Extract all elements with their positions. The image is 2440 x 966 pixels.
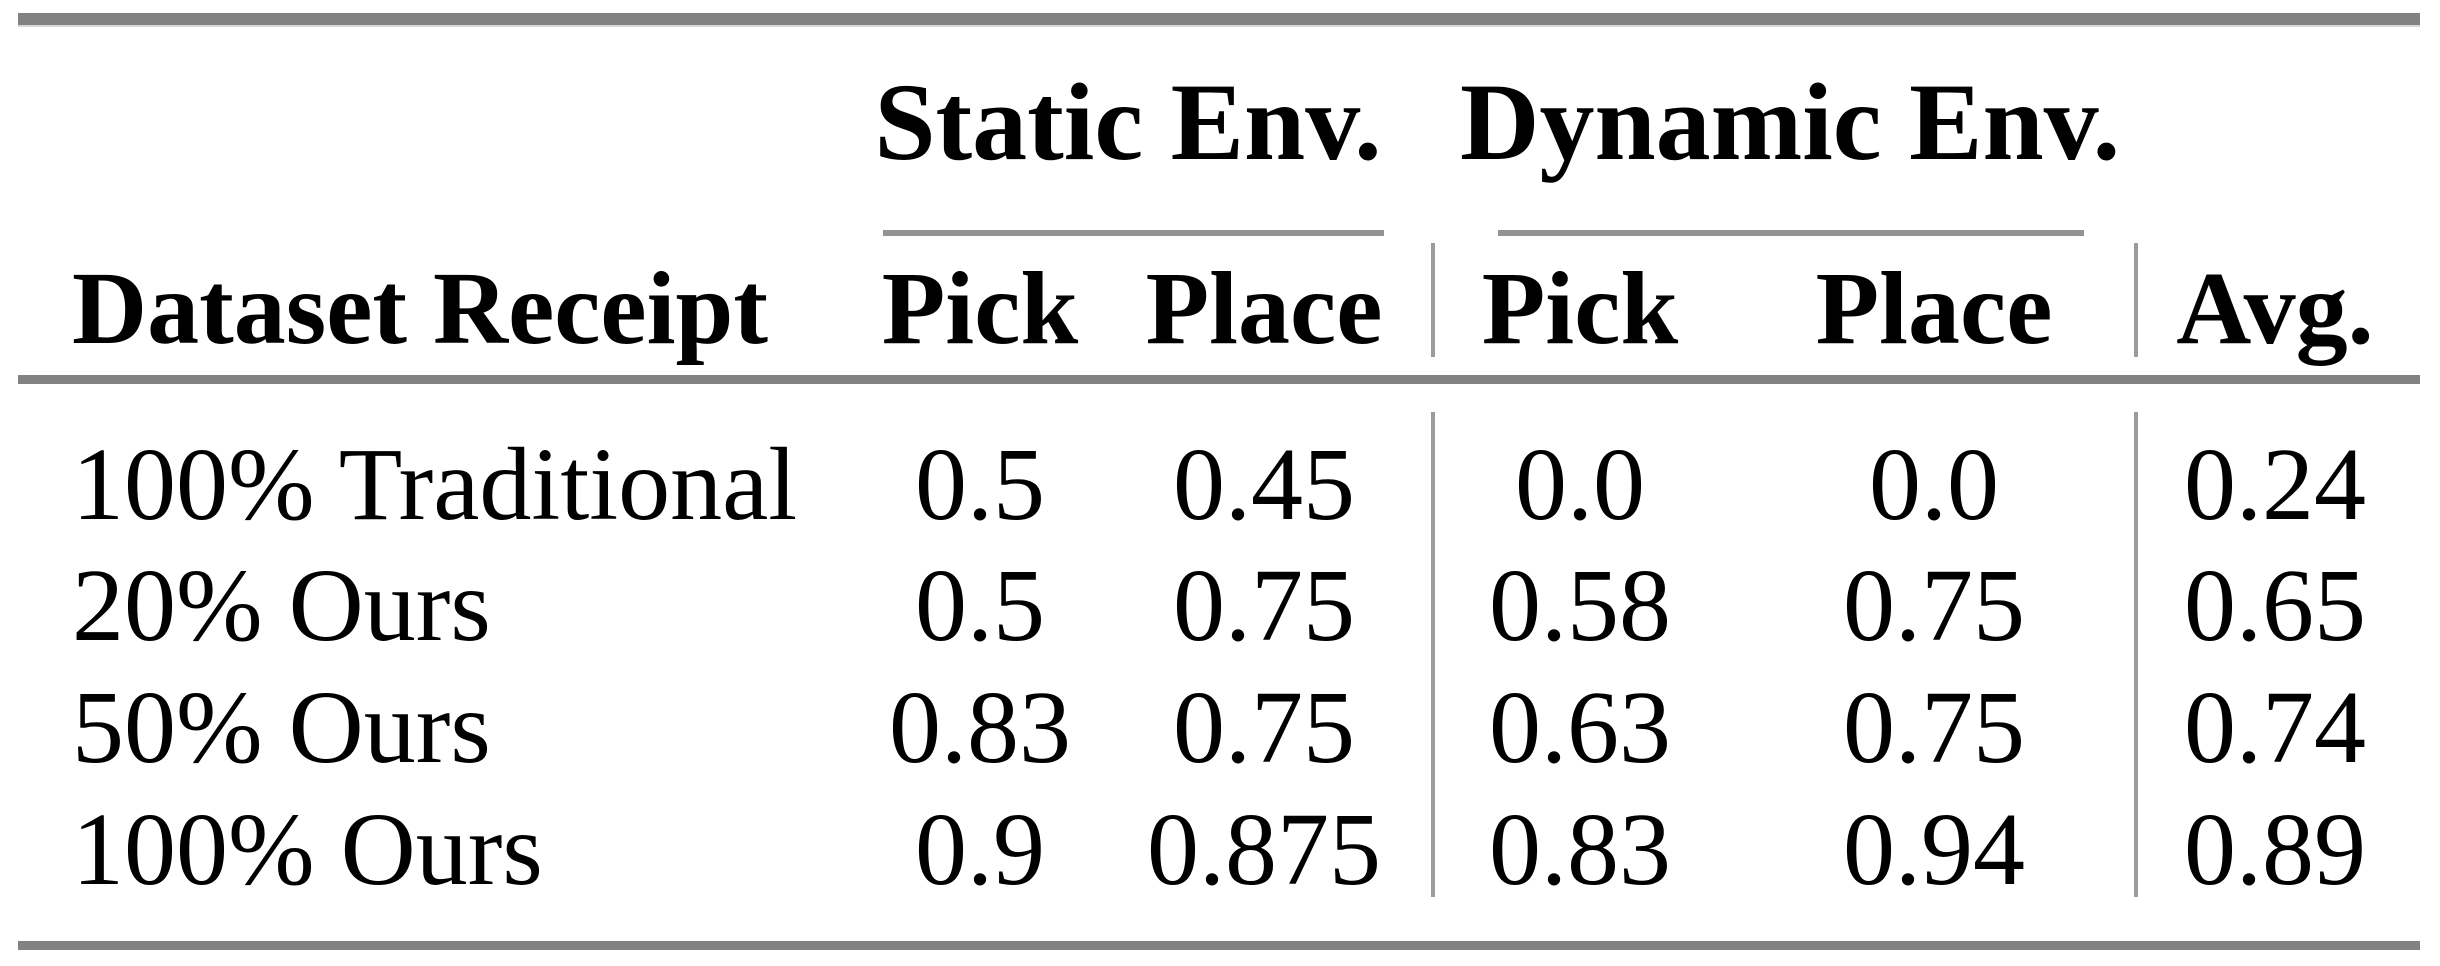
- divider-static-dynamic-header: [1431, 243, 1435, 357]
- divider-dynamic-avg-header: [2134, 243, 2138, 357]
- row-label: 20% Ours: [72, 548, 491, 663]
- cell-dynamic-place: 0.94: [1843, 792, 2025, 907]
- header-rule: [18, 375, 2420, 384]
- static-group-underline: [883, 230, 1384, 236]
- row-label: 100% Traditional: [72, 427, 798, 542]
- column-header-row-label: Dataset Receipt: [72, 251, 768, 366]
- cell-avg: 0.24: [2184, 427, 2366, 542]
- group-header-static: Static Env.: [874, 61, 1382, 183]
- cell-static-place: 0.45: [1173, 427, 1355, 542]
- cell-dynamic-place: 0.75: [1843, 548, 2025, 663]
- bottom-rule: [18, 941, 2420, 950]
- cell-static-pick: 0.83: [889, 670, 1071, 785]
- row-label: 50% Ours: [72, 670, 491, 785]
- column-header-dynamic-pick: Pick: [1481, 251, 1679, 366]
- cell-dynamic-pick: 0.0: [1515, 427, 1645, 542]
- cell-dynamic-pick: 0.58: [1489, 548, 1671, 663]
- cell-dynamic-pick: 0.63: [1489, 670, 1671, 785]
- cell-static-place: 0.75: [1173, 548, 1355, 663]
- group-header-dynamic: Dynamic Env.: [1460, 61, 2121, 183]
- divider-dynamic-avg-body: [2134, 412, 2138, 897]
- cell-static-pick: 0.5: [915, 548, 1045, 663]
- cell-dynamic-place: 0.75: [1843, 670, 2025, 785]
- cell-static-place: 0.75: [1173, 670, 1355, 785]
- row-label: 100% Ours: [72, 792, 543, 907]
- divider-static-dynamic-body: [1431, 412, 1435, 897]
- column-header-dynamic-place: Place: [1815, 251, 2053, 366]
- cell-static-pick: 0.9: [915, 792, 1045, 907]
- cell-avg: 0.74: [2184, 670, 2366, 785]
- top-rule: [18, 13, 2420, 27]
- column-header-static-place: Place: [1145, 251, 1383, 366]
- cell-dynamic-pick: 0.83: [1489, 792, 1671, 907]
- column-header-avg: Avg.: [2176, 251, 2374, 366]
- cell-static-place: 0.875: [1147, 792, 1381, 907]
- dynamic-group-underline: [1498, 230, 2084, 236]
- column-header-static-pick: Pick: [881, 251, 1079, 366]
- cell-avg: 0.65: [2184, 548, 2366, 663]
- cell-static-pick: 0.5: [915, 427, 1045, 542]
- cell-dynamic-place: 0.0: [1869, 427, 1999, 542]
- cell-avg: 0.89: [2184, 792, 2366, 907]
